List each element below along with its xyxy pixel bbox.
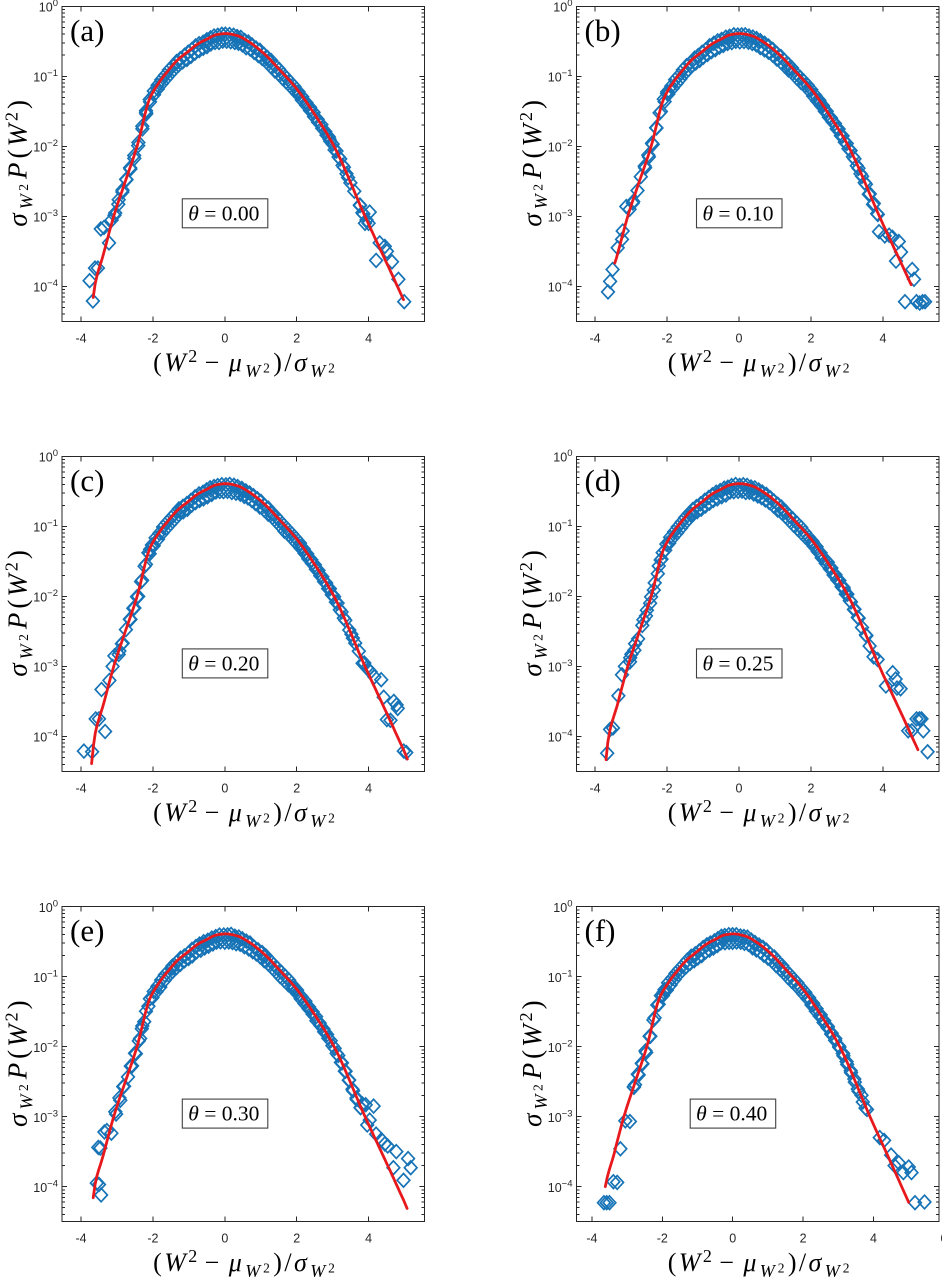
svg-text:σW2P(W2): σW2P(W2) (2, 97, 37, 227)
svg-text:(e): (e) (70, 913, 104, 948)
svg-text:(W2−μW2)/σW2: (W2− μW2)/σW2 (668, 1246, 852, 1279)
svg-text:0: 0 (221, 781, 228, 795)
svg-text:-2: -2 (657, 1232, 668, 1246)
svg-text:(W2−μW2)/σW2: (W2− μW2)/σW2 (668, 796, 852, 831)
svg-text:2: 2 (293, 1232, 300, 1246)
svg-text:θ = 0.10: θ = 0.10 (702, 201, 773, 225)
svg-text:4: 4 (870, 1232, 877, 1246)
svg-text:2: 2 (293, 781, 300, 795)
svg-text:-4: -4 (75, 781, 86, 795)
svg-text:θ = 0.25: θ = 0.25 (702, 651, 773, 675)
svg-text:0: 0 (221, 1232, 228, 1246)
svg-text:(W2−μW2)/σW2: (W2− μW2)/σW2 (668, 346, 852, 381)
svg-text:(W2−μW2)/σW2: (W2− μW2)/σW2 (153, 796, 337, 831)
svg-text:θ = 0.00: θ = 0.00 (188, 201, 259, 225)
svg-text:-2: -2 (147, 331, 158, 345)
svg-text:-4: -4 (589, 781, 600, 795)
svg-text:θ = 0.20: θ = 0.20 (188, 651, 259, 675)
svg-text:4: 4 (880, 331, 887, 345)
svg-text:(b): (b) (585, 13, 621, 48)
svg-text:σW2P(W2): σW2P(W2) (2, 547, 37, 677)
svg-text:σW2P(W2): σW2P(W2) (516, 547, 551, 677)
svg-text:σW2P(W2): σW2P(W2) (516, 997, 551, 1127)
svg-text:2: 2 (293, 331, 300, 345)
svg-text:(d): (d) (585, 463, 621, 498)
svg-text:(c): (c) (70, 463, 104, 498)
svg-text:0: 0 (221, 331, 228, 345)
svg-text:σW2P(W2): σW2P(W2) (2, 997, 37, 1127)
svg-text:-2: -2 (661, 331, 672, 345)
svg-text:-2: -2 (661, 781, 672, 795)
svg-text:4: 4 (365, 781, 372, 795)
svg-text:-4: -4 (75, 331, 86, 345)
svg-text:2: 2 (808, 781, 815, 795)
svg-text:0: 0 (736, 331, 743, 345)
svg-text:0: 0 (729, 1232, 736, 1246)
svg-text:θ = 0.30: θ = 0.30 (188, 1102, 259, 1126)
svg-text:-2: -2 (147, 1232, 158, 1246)
svg-text:4: 4 (365, 331, 372, 345)
svg-text:σW2P(W2): σW2P(W2) (516, 97, 551, 227)
svg-text:θ = 0.40: θ = 0.40 (696, 1102, 767, 1126)
svg-text:(W2−μW2)/σW2: (W2− μW2)/σW2 (153, 1246, 337, 1279)
svg-text:2: 2 (800, 1232, 807, 1246)
svg-text:6: 6 (940, 1232, 942, 1246)
svg-text:-4: -4 (586, 1232, 597, 1246)
svg-text:-4: -4 (75, 1232, 86, 1246)
svg-text:4: 4 (880, 781, 887, 795)
svg-text:(f): (f) (585, 913, 616, 948)
svg-text:2: 2 (808, 331, 815, 345)
svg-text:0: 0 (736, 781, 743, 795)
svg-text:-4: -4 (589, 331, 600, 345)
svg-text:4: 4 (365, 1232, 372, 1246)
svg-text:-2: -2 (147, 781, 158, 795)
svg-text:(W2−μW2)/σW2: (W2− μW2)/σW2 (153, 346, 337, 381)
svg-text:(a): (a) (70, 13, 104, 48)
